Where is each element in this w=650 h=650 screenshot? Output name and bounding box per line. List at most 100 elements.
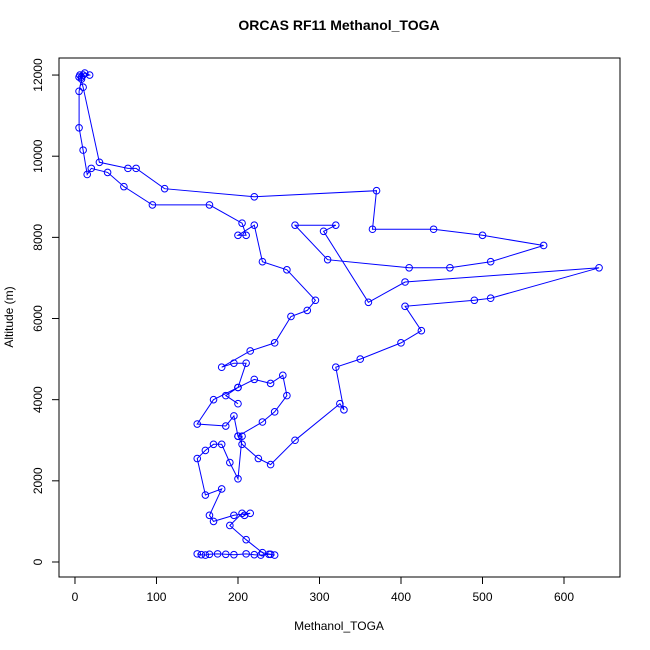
plot-box (58, 57, 621, 578)
data-point (238, 440, 246, 449)
x-axis-label: Methanol_TOGA (294, 619, 384, 633)
data-point (217, 440, 226, 449)
data-point (234, 383, 242, 392)
y-tick-label: 0 (31, 558, 45, 565)
y-tick-label: 8000 (31, 224, 45, 251)
data-point (217, 485, 226, 493)
data-point (331, 363, 340, 372)
data-point (401, 302, 409, 311)
data-point (193, 550, 202, 558)
data-point (234, 231, 242, 240)
data-point (246, 509, 255, 518)
data-point (291, 436, 299, 445)
data-point (266, 379, 275, 388)
data-point (76, 71, 84, 79)
data-point (234, 432, 242, 440)
data-point (103, 168, 112, 177)
data-point (75, 123, 83, 132)
data-point (148, 201, 157, 209)
data-point (205, 511, 214, 520)
data-point (287, 312, 295, 321)
data-point (77, 75, 86, 83)
data-point (95, 158, 104, 167)
data-point (213, 550, 222, 558)
data-point (79, 146, 87, 154)
data-point (417, 326, 426, 335)
data-point (258, 548, 267, 557)
data-point (209, 395, 218, 404)
data-point (79, 83, 87, 92)
y-tick-label: 10000 (31, 139, 45, 173)
data-point (221, 391, 230, 400)
data-point (75, 87, 83, 96)
data-point (238, 509, 246, 518)
data-point (201, 551, 210, 559)
data-point (217, 363, 226, 372)
data-point (372, 186, 381, 195)
y-axis-label: Altitude (m) (2, 286, 16, 347)
data-point (209, 517, 218, 526)
data-point (234, 399, 242, 408)
data-point (238, 432, 246, 440)
data-point (205, 201, 214, 209)
data-point (250, 192, 259, 201)
data-point (258, 257, 267, 266)
x-tick-label: 100 (146, 590, 166, 604)
data-point (356, 355, 365, 363)
data-point (132, 164, 140, 173)
data-point (226, 458, 234, 467)
data-point (87, 164, 96, 173)
data-point (270, 551, 279, 559)
data-point (77, 73, 86, 81)
data-point (303, 306, 312, 315)
data-point (401, 278, 409, 286)
x-tick-label: 600 (554, 590, 574, 604)
x-tick-label: 400 (391, 590, 411, 604)
data-point (193, 454, 202, 463)
data-point (405, 263, 413, 272)
data-point (85, 71, 94, 79)
data-point (254, 454, 263, 463)
data-point (124, 164, 132, 173)
data-point (230, 511, 238, 520)
data-point (364, 298, 373, 307)
data-point (279, 371, 287, 380)
data-point (197, 550, 206, 559)
data-point (270, 408, 279, 416)
chart-title: ORCAS RF11 Methanol_TOGA (238, 17, 439, 33)
data-point (83, 170, 92, 179)
data-point (226, 521, 234, 530)
data-line (78, 72, 600, 556)
data-point (486, 294, 495, 303)
data-point (221, 550, 230, 559)
data-point (539, 241, 548, 250)
data-point (201, 491, 210, 499)
data-point (160, 184, 169, 193)
data-point (283, 266, 291, 274)
data-point (120, 182, 128, 191)
data-point (283, 391, 291, 400)
data-point (201, 446, 210, 455)
data-point (242, 535, 250, 544)
y-tick-label: 12000 (31, 58, 45, 92)
data-point (234, 474, 242, 483)
data-point (595, 263, 603, 272)
y-tick-label: 4000 (31, 386, 45, 413)
x-tick-label: 300 (309, 590, 329, 604)
data-point (446, 263, 454, 272)
data-point (291, 221, 299, 229)
data-point (250, 375, 259, 384)
data-point (340, 406, 348, 414)
data-point (242, 231, 250, 240)
data-point (429, 225, 438, 234)
data-point (311, 296, 320, 305)
x-tick-label: 0 (72, 590, 79, 604)
data-point (258, 418, 267, 426)
y-tick-label: 6000 (31, 305, 45, 332)
data-point (246, 347, 255, 355)
data-point (486, 257, 495, 266)
data-point (221, 422, 230, 430)
data-point (331, 221, 340, 229)
data-point (250, 221, 259, 229)
